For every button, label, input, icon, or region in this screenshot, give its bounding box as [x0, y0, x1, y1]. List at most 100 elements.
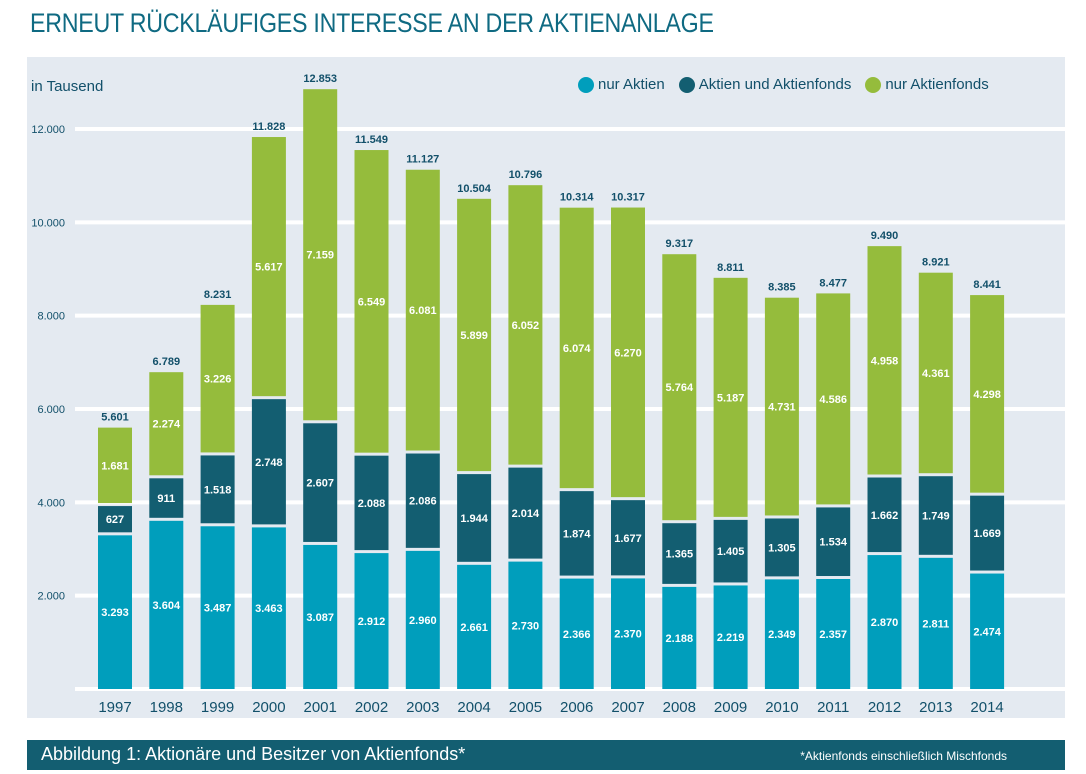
bar-value-label: 6.081	[409, 305, 437, 317]
bar-value-label: 4.731	[768, 402, 796, 414]
bar-value-label: 1.669	[973, 528, 1001, 540]
bar-segment-nur-aktienfonds	[662, 254, 697, 521]
x-tick-label: 2003	[406, 699, 439, 716]
bar-value-label: 2.870	[871, 617, 899, 629]
bar-value-label: 1.677	[614, 533, 642, 545]
bar-segment-aktien-und-aktienfonds	[867, 477, 902, 553]
figure-caption-bar: Abbildung 1: Aktionäre und Besitzer von …	[27, 740, 1065, 770]
bar-value-label: 7.159	[306, 250, 334, 262]
bar-value-label: 4.586	[819, 394, 847, 406]
bar-segment-nur-aktienfonds	[405, 169, 440, 451]
bar-segment-nur-aktienfonds	[457, 198, 492, 472]
bar-segment-nur-aktienfonds	[559, 207, 594, 489]
bar-segment-aktien-und-aktienfonds	[970, 495, 1005, 571]
page-title: ERNEUT RÜCKLÄUFIGES INTERESSE AN DER AKT…	[30, 8, 714, 38]
bar-segment-aktien-und-aktienfonds	[764, 518, 799, 577]
legend-swatch-nur-aktienfonds	[865, 76, 882, 93]
bar-value-label: 1.662	[871, 510, 899, 522]
x-tick-label: 2004	[457, 699, 490, 716]
bar-segment-nur-aktienfonds	[970, 295, 1005, 493]
x-tick-label: 2011	[817, 699, 849, 716]
bar-segment-nur-aktienfonds	[611, 207, 645, 498]
bar-value-label: 2.086	[409, 496, 437, 508]
bar-segment-aktien-und-aktienfonds	[303, 423, 338, 542]
bar-segment-nur-aktien	[559, 578, 594, 689]
bar-segment-nur-aktien	[611, 578, 645, 689]
bar-value-label: 2.811	[922, 618, 949, 630]
bar-value-label: 6.074	[563, 343, 591, 355]
bar-total-label: 11.828	[252, 121, 285, 133]
bar-segment-nur-aktien	[816, 579, 851, 689]
bar-value-label: 2.912	[358, 616, 386, 628]
bar-value-label: 1.749	[922, 511, 950, 523]
bar-total-label: 10.317	[611, 192, 645, 204]
x-tick-label: 2008	[663, 699, 696, 716]
bar-segment-nur-aktienfonds	[918, 272, 953, 474]
bar-total-label: 8.385	[768, 282, 796, 294]
bar-value-label: 1.944	[460, 513, 488, 525]
bar-value-label: 2.607	[306, 478, 334, 490]
x-tick-label: 2009	[714, 699, 747, 716]
bar-total-label: 8.811	[717, 262, 744, 274]
bar-value-label: 5.764	[666, 382, 694, 394]
bar-segment-nur-aktienfonds	[508, 185, 543, 465]
bar-segment-nur-aktien	[867, 555, 902, 689]
bar-segment-nur-aktien	[764, 579, 799, 689]
legend-item-nur-aktienfonds: nur Aktienfonds	[865, 76, 989, 93]
bar-segment-nur-aktienfonds	[251, 137, 286, 397]
x-tick-label: 2014	[970, 699, 1003, 716]
bar-segment-nur-aktienfonds	[200, 304, 235, 453]
y-tick-label: 10.000	[31, 217, 65, 229]
y-axis-unit-label: in Tausend	[31, 78, 104, 95]
x-tick-label: 1998	[150, 699, 183, 716]
bar-segment-nur-aktien	[200, 526, 235, 689]
bar-total-label: 5.601	[101, 412, 129, 424]
bar-segment-aktien-und-aktienfonds	[611, 500, 645, 576]
bar-value-label: 3.463	[255, 603, 283, 615]
legend-label-nur-aktienfonds: nur Aktienfonds	[885, 76, 989, 93]
bar-segment-aktien-und-aktienfonds	[354, 455, 389, 551]
bar-value-label: 1.518	[204, 484, 232, 496]
bar-segment-nur-aktien	[662, 586, 697, 689]
bar-value-label: 911	[157, 493, 175, 505]
bar-segment-aktien-und-aktienfonds	[251, 399, 286, 525]
bar-value-label: 2.474	[973, 626, 1001, 638]
bar-segment-aktien-und-aktienfonds	[405, 453, 440, 548]
bar-segment-nur-aktienfonds	[98, 427, 132, 504]
bar-value-label: 5.899	[460, 330, 488, 342]
legend-swatch-aktien-und-aktienfonds	[678, 76, 695, 93]
x-tick-label: 2001	[304, 699, 337, 716]
bar-value-label: 4.958	[871, 355, 899, 367]
figure-caption: Abbildung 1: Aktionäre und Besitzer von …	[41, 744, 466, 764]
bar-segment-nur-aktien	[457, 564, 492, 689]
bar-total-label: 6.789	[153, 356, 181, 368]
bar-segment-nur-aktienfonds	[149, 372, 184, 476]
bar-value-label: 2.357	[819, 629, 847, 641]
bar-value-label: 1.305	[768, 542, 796, 554]
bar-segment-nur-aktien	[918, 557, 953, 689]
x-tick-label: 2005	[509, 699, 542, 716]
chart-legend: nur Aktien Aktien und Aktienfonds nur Ak…	[578, 76, 1003, 93]
bar-total-label: 10.504	[457, 183, 492, 195]
bar-value-label: 2.274	[153, 419, 181, 431]
bar-value-label: 3.293	[101, 607, 129, 619]
x-tick-label: 2007	[611, 699, 644, 716]
stacked-bar-chart: 2.000 4.000 6.000 8.000 10.000 12.000 3.293 627…	[31, 73, 1065, 716]
bar-segment-nur-aktienfonds	[354, 150, 389, 453]
bar-value-label: 2.730	[512, 620, 540, 632]
bar-value-label: 4.298	[973, 389, 1001, 401]
bar-value-label: 4.361	[922, 368, 950, 380]
bar-value-label: 1.874	[563, 528, 591, 540]
footnote: *Aktienfonds einschließlich Mischfonds	[800, 749, 1007, 763]
y-tick-label: 8.000	[37, 311, 65, 323]
bar-segment-nur-aktienfonds	[713, 277, 748, 517]
bar-segment-nur-aktienfonds	[764, 297, 799, 516]
bar-segment-nur-aktienfonds	[303, 89, 338, 421]
bar-segment-aktien-und-aktienfonds	[98, 506, 132, 533]
bar-value-label: 627	[106, 514, 124, 526]
bar-segment-aktien-und-aktienfonds	[508, 467, 543, 559]
bar-value-label: 3.226	[204, 374, 232, 386]
bar-total-label: 8.921	[922, 257, 950, 269]
bar-segment-nur-aktien	[251, 527, 286, 689]
bar-total-label: 8.441	[973, 279, 1001, 291]
